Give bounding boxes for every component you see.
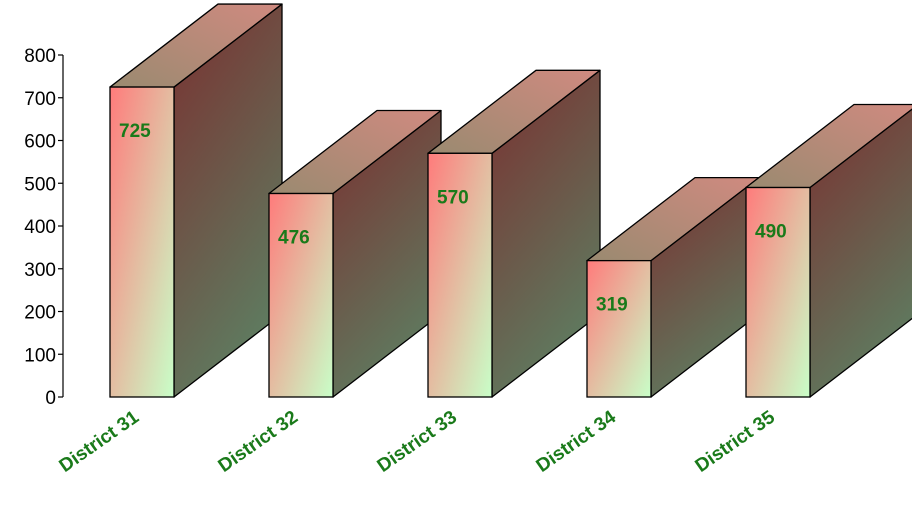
- y-tick-label: 300: [24, 260, 56, 281]
- data-label: 476: [278, 228, 310, 249]
- y-axis: 0 100 200 300 400 500 600 700 800: [24, 46, 64, 409]
- y-tick-label: 500: [24, 174, 56, 195]
- bar: 725: [109, 3, 283, 398]
- data-label: 570: [437, 187, 469, 208]
- bar-front-face: [586, 259, 652, 398]
- x-tick-label: District 34: [533, 407, 621, 477]
- data-label: 490: [755, 222, 787, 243]
- x-tick-label: District 35: [692, 407, 780, 477]
- y-tick-label: 600: [24, 132, 56, 153]
- y-tick-label: 100: [24, 345, 56, 366]
- bar: 476: [268, 109, 442, 398]
- data-label: 319: [596, 295, 628, 316]
- bars: 725 476 570 319 490: [109, 3, 912, 398]
- bar-front-face: [745, 186, 811, 398]
- data-label: 725: [119, 121, 151, 142]
- x-tick-label: District 32: [215, 407, 302, 477]
- bar-front-face: [109, 86, 175, 398]
- bar-front-face: [427, 152, 493, 398]
- bar: 490: [745, 103, 912, 398]
- y-tick-label: 700: [24, 89, 56, 110]
- y-tick-label: 800: [24, 46, 56, 67]
- x-tick-label: District 31: [56, 407, 144, 477]
- y-tick-label: 0: [45, 388, 56, 409]
- y-tick-label: 200: [24, 303, 56, 324]
- y-tick-label: 400: [24, 217, 56, 238]
- bar: 570: [427, 69, 601, 398]
- bar-front-face: [268, 192, 334, 398]
- category-labels: District 31 District 32 District 33 Distric…: [56, 407, 780, 477]
- bar: 319: [586, 176, 760, 398]
- x-tick-label: District 33: [374, 407, 461, 477]
